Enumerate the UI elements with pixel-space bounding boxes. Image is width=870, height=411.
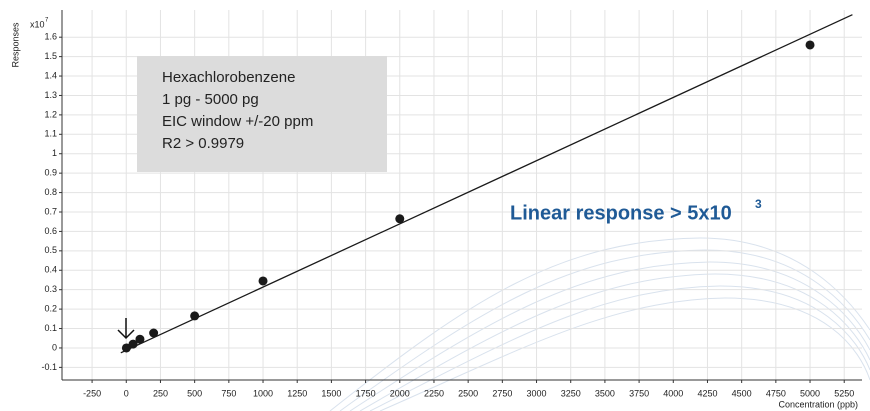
highlight-exponent: 3 xyxy=(755,197,762,211)
y-tick-label: 1.6 xyxy=(44,32,57,42)
x-tick-label: 4750 xyxy=(766,388,786,398)
y-tick-label: 1.1 xyxy=(44,129,57,139)
x-tick-label: 3500 xyxy=(595,388,615,398)
annotation-line: R2 > 0.9979 xyxy=(162,135,244,152)
annotation-line: EIC window +/-20 ppm xyxy=(162,113,313,130)
y-tick-label: 0.4 xyxy=(44,265,57,275)
x-axis-label: Concentration (ppb) xyxy=(778,399,858,409)
data-point xyxy=(128,339,138,349)
y-multiplier: x10 xyxy=(30,19,45,29)
y-tick-label: 0.7 xyxy=(44,206,57,216)
annotation-box xyxy=(137,56,387,172)
data-point xyxy=(135,334,145,344)
background-wave xyxy=(329,237,870,411)
x-tick-label: 3250 xyxy=(561,388,581,398)
y-tick-label: 1.5 xyxy=(44,51,57,61)
y-tick-label: -0.1 xyxy=(41,362,57,372)
y-tick-label: 1 xyxy=(52,148,57,158)
fit-line xyxy=(120,14,853,354)
x-tick-label: 1000 xyxy=(253,388,273,398)
x-tick-label: 2750 xyxy=(492,388,512,398)
x-tick-label: 2500 xyxy=(458,388,478,398)
y-tick-label: 0.8 xyxy=(44,187,57,197)
data-point xyxy=(395,214,405,224)
x-tick-label: 4250 xyxy=(697,388,717,398)
y-tick-label: 0.1 xyxy=(44,323,57,333)
x-tick-label: 5250 xyxy=(834,388,854,398)
y-multiplier-exponent: 7 xyxy=(45,18,49,24)
x-tick-label: 750 xyxy=(221,388,236,398)
x-tick-label: 2250 xyxy=(424,388,444,398)
data-point xyxy=(190,311,200,321)
x-tick-label: 250 xyxy=(153,388,168,398)
y-tick-label: 0 xyxy=(52,342,57,352)
x-tick-label: 1500 xyxy=(321,388,341,398)
annotation-line: Hexachlorobenzene xyxy=(162,69,295,86)
x-tick-label: 0 xyxy=(124,388,129,398)
annotation-line: 1 pg - 5000 pg xyxy=(162,91,259,108)
y-tick-label: 0.3 xyxy=(44,284,57,294)
marks xyxy=(120,14,853,354)
arrow xyxy=(117,318,135,340)
x-tick-label: 5000 xyxy=(800,388,820,398)
x-tick-label: 3750 xyxy=(629,388,649,398)
y-tick-label: 1.2 xyxy=(44,109,57,119)
x-tick-label: 500 xyxy=(187,388,202,398)
y-tick-label: 0.9 xyxy=(44,168,57,178)
y-tick-label: 1.4 xyxy=(44,70,57,80)
y-tick-label: 0.5 xyxy=(44,245,57,255)
x-tick-label: 4500 xyxy=(732,388,752,398)
x-tick-label: -250 xyxy=(83,388,101,398)
x-tick-label: 3000 xyxy=(527,388,547,398)
data-point xyxy=(258,276,268,286)
data-point xyxy=(805,40,815,50)
y-axis-label: Responses xyxy=(10,22,20,68)
x-tick-label: 4000 xyxy=(663,388,683,398)
data-point xyxy=(149,328,159,338)
y-tick-label: 1.3 xyxy=(44,90,57,100)
x-tick-label: 2000 xyxy=(390,388,410,398)
x-tick-label: 1250 xyxy=(287,388,307,398)
y-tick-label: 0.6 xyxy=(44,226,57,236)
x-tick-label: 1750 xyxy=(356,388,376,398)
highlight: Linear response > 5x10 xyxy=(510,202,732,224)
y-tick-label: 0.2 xyxy=(44,303,57,313)
data-point xyxy=(121,343,131,353)
